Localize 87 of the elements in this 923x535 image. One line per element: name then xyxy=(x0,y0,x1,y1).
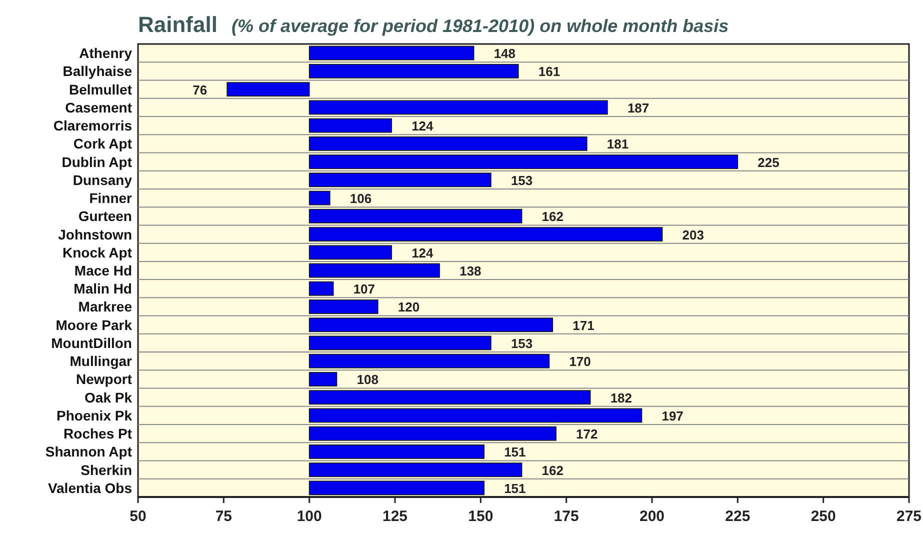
data-label: 120 xyxy=(398,300,420,315)
x-tick-label: 150 xyxy=(468,508,494,525)
bar xyxy=(308,480,484,496)
y-tick-label: Malin Hd xyxy=(74,280,132,297)
x-tick-label: 250 xyxy=(810,508,836,525)
bar xyxy=(308,172,492,188)
y-tick-label: Sherkin xyxy=(80,462,132,478)
y-tick-label: Dublin Apt xyxy=(62,154,132,170)
data-label: 162 xyxy=(542,209,564,224)
data-label: 151 xyxy=(504,444,526,460)
bar xyxy=(308,100,608,115)
bar xyxy=(308,408,642,423)
bar xyxy=(308,190,330,206)
y-tick-label: Gurteen xyxy=(78,208,132,224)
chart-subtitle: (% of average for period 1981-2010) on whole month basis xyxy=(231,16,729,36)
bar xyxy=(308,372,338,386)
bar xyxy=(308,46,474,60)
y-tick-label: Casement xyxy=(65,99,132,116)
y-tick-label: Claremorris xyxy=(53,118,132,134)
y-tick-label: Roches Pt xyxy=(64,426,132,442)
data-label: 161 xyxy=(538,64,560,80)
bar xyxy=(308,64,519,78)
x-tick-label: 75 xyxy=(215,508,232,525)
bar xyxy=(308,318,554,332)
data-label: 148 xyxy=(494,46,516,62)
data-label: 106 xyxy=(350,191,372,206)
bar xyxy=(308,444,484,459)
bar xyxy=(308,136,588,151)
data-label: 225 xyxy=(758,154,780,170)
y-tick-label: Valentia Obs xyxy=(48,480,132,496)
y-tick-label: Ballyhaise xyxy=(62,63,132,80)
bar xyxy=(308,426,556,441)
bar xyxy=(308,245,392,260)
data-label: 162 xyxy=(542,462,564,478)
data-label: 107 xyxy=(353,282,376,297)
y-tick-label: Johnstown xyxy=(58,226,132,242)
y-tick-label: Belmullet xyxy=(68,81,132,98)
data-label: 108 xyxy=(356,372,378,388)
data-label: 181 xyxy=(606,136,629,152)
y-tick-label: Shannon Apt xyxy=(45,444,132,460)
y-tick-label: Mullingar xyxy=(70,353,133,370)
x-tick-label: 175 xyxy=(554,508,579,525)
y-tick-label: Knock Apt xyxy=(62,244,132,260)
bar xyxy=(308,118,392,133)
data-label: 203 xyxy=(682,227,704,242)
y-tick-label: Phoenix Pk xyxy=(56,407,132,424)
data-label: 151 xyxy=(504,480,526,496)
bar xyxy=(308,227,663,242)
bar xyxy=(308,154,738,169)
data-label: 197 xyxy=(662,408,684,424)
y-tick-label: Oak Pk xyxy=(84,389,132,406)
data-label: 182 xyxy=(610,390,632,406)
y-tick-label: Newport xyxy=(76,371,132,388)
y-tick-label: Cork Apt xyxy=(73,136,132,152)
y-tick-label: Moore Park xyxy=(56,316,132,333)
bar xyxy=(308,354,550,368)
data-label: 170 xyxy=(569,354,591,370)
y-tick-label: Dunsany xyxy=(72,172,132,188)
data-label: 124 xyxy=(412,118,434,134)
x-tick-label: 225 xyxy=(725,508,750,525)
x-tick-label: 125 xyxy=(382,508,408,525)
y-tick-label: Mace Hd xyxy=(74,262,132,278)
y-tick-label: Markree xyxy=(78,298,132,315)
bar xyxy=(308,336,492,350)
bar xyxy=(226,82,310,96)
data-label: 172 xyxy=(576,426,598,442)
y-tick-label: Finner xyxy=(89,190,133,206)
data-label: 138 xyxy=(460,264,482,278)
x-tick-label: 100 xyxy=(296,508,322,525)
bar xyxy=(308,462,522,478)
data-label: 171 xyxy=(572,318,594,333)
data-label: 76 xyxy=(192,82,208,98)
data-label: 187 xyxy=(627,100,650,116)
x-tick-label: 50 xyxy=(130,508,146,525)
bar xyxy=(308,300,378,314)
data-label: 124 xyxy=(412,245,434,260)
x-tick-label: 200 xyxy=(639,508,665,525)
bar xyxy=(308,263,440,278)
x-tick-label: 275 xyxy=(896,508,922,525)
chart-title: Rainfall xyxy=(138,12,218,37)
data-label: 153 xyxy=(510,172,533,188)
bar xyxy=(308,281,334,296)
bar xyxy=(308,390,591,405)
data-label: 153 xyxy=(510,336,533,351)
y-tick-label: Athenry xyxy=(79,45,132,62)
y-tick-label: MountDillon xyxy=(51,334,132,351)
bar xyxy=(308,208,522,224)
